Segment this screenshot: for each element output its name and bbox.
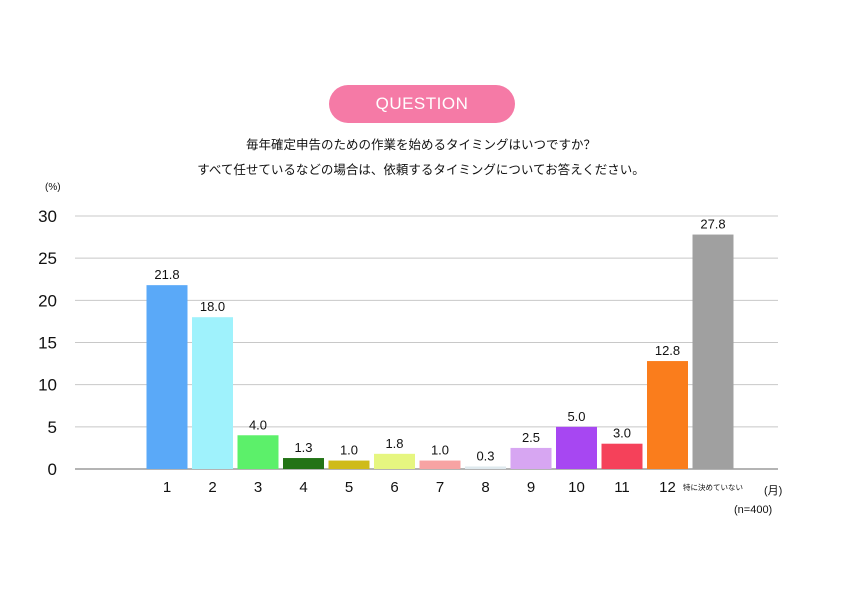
x-tick-label: 12 (659, 479, 676, 496)
data-label: 18.0 (200, 299, 225, 314)
x-tick-label: 6 (390, 479, 398, 496)
bar (647, 361, 688, 469)
data-label: 12.8 (655, 343, 680, 358)
y-tick-label: 10 (38, 376, 57, 395)
data-label: 1.3 (294, 440, 312, 455)
y-axis-unit: (%) (45, 182, 61, 193)
y-tick-label: 20 (38, 291, 57, 310)
y-tick-label: 30 (38, 207, 57, 226)
question-badge-label: QUESTION (375, 94, 469, 113)
bar (374, 453, 415, 469)
x-tick-label: 10 (568, 479, 585, 496)
bar (601, 443, 643, 469)
bar (465, 466, 506, 469)
bar (192, 317, 233, 469)
data-label: 4.0 (249, 417, 267, 432)
bar (283, 458, 324, 469)
bar (556, 426, 597, 469)
bar (510, 447, 552, 469)
y-tick-label: 25 (38, 249, 57, 268)
bar (237, 435, 279, 469)
x-tick-label: 7 (436, 479, 444, 496)
data-label: 0.3 (476, 448, 494, 463)
data-label: 3.0 (613, 426, 631, 441)
x-tick-label: 11 (614, 479, 630, 496)
x-tick-label: 9 (527, 479, 535, 496)
question-text-line-2: すべて任せているなどの場合は、依頼するタイミングについてお答えください。 (197, 162, 645, 177)
bar (328, 460, 370, 469)
bar (419, 460, 461, 469)
data-label: 1.0 (340, 443, 358, 458)
sample-size-note: (n=400) (734, 504, 773, 516)
data-label: 1.8 (385, 436, 403, 451)
data-label: 2.5 (522, 430, 540, 445)
data-label: 27.8 (700, 217, 725, 232)
x-tick-label: 8 (481, 479, 489, 496)
bar (146, 285, 188, 469)
data-label: 1.0 (431, 443, 449, 458)
y-tick-label: 5 (48, 418, 57, 437)
data-label: 5.0 (567, 409, 585, 424)
x-tick-label: 特に決めていない (683, 482, 743, 492)
x-tick-label: 1 (163, 479, 171, 496)
y-tick-label: 15 (38, 334, 57, 353)
data-label: 21.8 (154, 267, 179, 282)
question-text-line-1: 毎年確定申告のための作業を始めるタイミングはいつですか？ (245, 137, 596, 152)
bar (692, 234, 734, 469)
y-tick-label: 0 (48, 460, 57, 479)
x-tick-label: 2 (208, 479, 216, 496)
x-axis-unit: (月) (764, 485, 783, 497)
x-tick-label: 5 (345, 479, 353, 496)
question-badge: QUESTION (329, 85, 515, 123)
x-tick-label: 4 (299, 479, 307, 496)
x-tick-label: 3 (254, 479, 262, 496)
